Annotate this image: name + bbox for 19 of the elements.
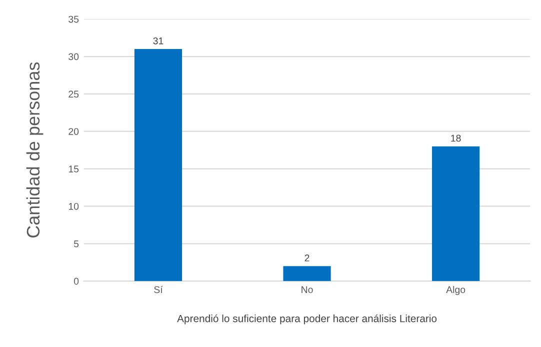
- y-axis-title: Cantidad de personas: [26, 62, 44, 238]
- y-tick-label: 20: [68, 128, 79, 135]
- x-tick-label: Algo: [446, 286, 466, 295]
- x-tick-label: No: [302, 286, 313, 294]
- y-tick-label: 25: [68, 90, 79, 98]
- data-label: 31: [153, 37, 164, 44]
- data-label: 2: [304, 254, 310, 262]
- y-tick-label: 35: [68, 16, 79, 23]
- y-tick-label: 5: [74, 240, 79, 248]
- y-tick-label: 15: [68, 166, 79, 172]
- bar: [432, 146, 480, 282]
- x-tick-label: Sí: [154, 286, 163, 294]
- data-label: 18: [451, 134, 461, 142]
- y-tick-label: 10: [68, 202, 79, 210]
- x-axis-title: Aprendió lo suficiente para poder hacer análisis Literario: [177, 314, 437, 324]
- y-tick-label: 30: [68, 53, 79, 60]
- bar: [283, 266, 331, 282]
- y-tick-label: 0: [74, 278, 79, 285]
- bar: [134, 49, 182, 282]
